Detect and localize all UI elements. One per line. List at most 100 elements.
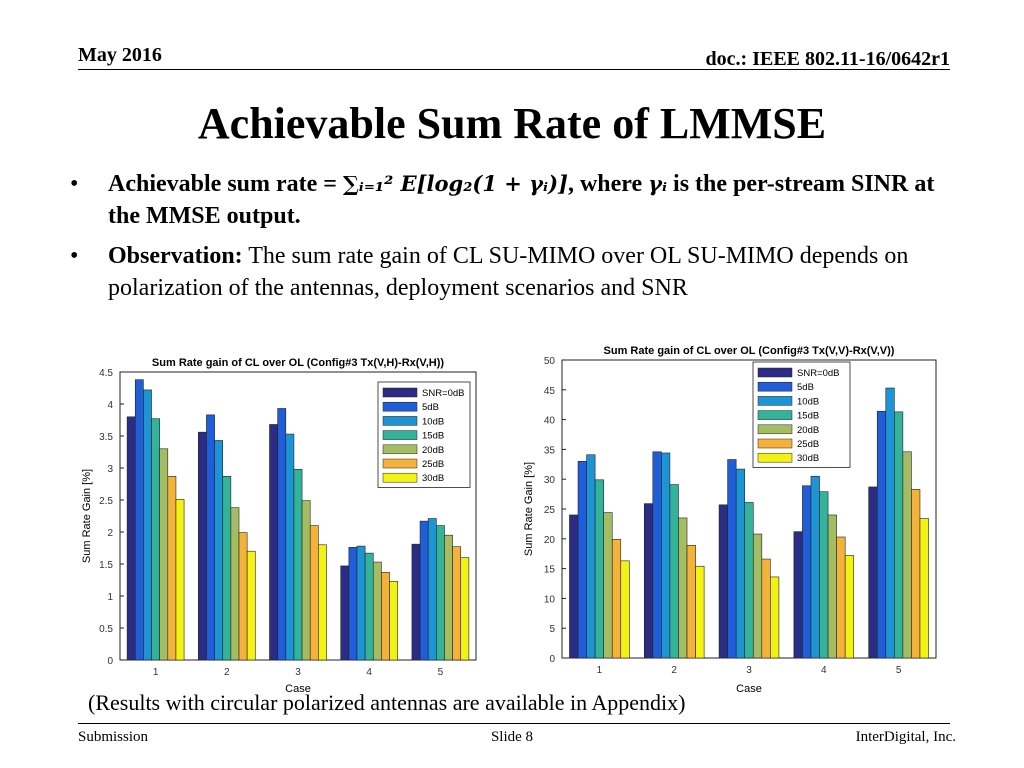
bar — [727, 459, 737, 659]
bar — [669, 484, 679, 659]
bar — [460, 557, 470, 661]
chart-vh: Sum Rate gain of CL over OL (Config#3 Tx… — [76, 352, 482, 696]
footer-company: InterDigital, Inc. — [855, 729, 956, 745]
footer-slide-number: Slide 8 — [490, 729, 534, 745]
x-tick-label: 1 — [597, 665, 603, 676]
bar — [444, 534, 453, 661]
bar — [348, 547, 358, 661]
legend-label: 10dB — [797, 396, 819, 407]
bar — [151, 418, 160, 661]
legend-swatch — [757, 396, 793, 406]
legend-swatch — [757, 452, 793, 463]
bar — [175, 499, 185, 661]
x-tick-label: 4 — [366, 667, 372, 678]
y-tick-label: 35 — [544, 445, 556, 456]
bar — [214, 440, 224, 661]
bar — [381, 572, 390, 661]
y-tick-label: 30 — [544, 475, 556, 486]
y-tick-label: 5 — [549, 624, 555, 635]
bullet-list: • Achievable sum rate = ∑ᵢ₌₁² E[log₂(1 +… — [70, 168, 950, 312]
bar — [134, 379, 144, 661]
bar — [836, 536, 846, 659]
bar — [586, 454, 596, 659]
bar — [752, 533, 763, 659]
legend-swatch — [382, 472, 418, 483]
bar — [695, 565, 705, 659]
legend-swatch — [757, 410, 793, 420]
legend-label: 30dB — [797, 453, 819, 464]
chart-svg: Sum Rate gain of CL over OL (Config#3 Tx… — [523, 345, 937, 695]
y-tick-label: 1.5 — [99, 560, 113, 571]
bar — [819, 491, 829, 659]
bar — [611, 539, 622, 659]
legend-label: 15dB — [797, 411, 819, 422]
x-axis-label: Case — [736, 683, 762, 695]
chart-title: Sum Rate gain of CL over OL (Config#3 Tx… — [604, 345, 895, 357]
bar — [389, 580, 398, 661]
bar — [340, 565, 350, 661]
legend-label: 20dB — [422, 445, 444, 456]
bullet-dot-icon: • — [70, 171, 79, 197]
y-tick-label: 25 — [544, 505, 556, 516]
bar — [318, 544, 327, 661]
bar — [844, 555, 855, 659]
legend-swatch — [382, 401, 418, 412]
header-doc-id: doc.: IEEE 802.11-16/0642r1 — [705, 48, 950, 70]
y-tick-label: 10 — [544, 594, 556, 605]
y-tick-label: 20 — [544, 535, 556, 546]
bar — [198, 431, 207, 661]
y-tick-label: 3 — [107, 464, 113, 475]
y-tick-label: 4.5 — [99, 368, 113, 379]
bar — [802, 485, 812, 659]
x-tick-label: 3 — [746, 665, 752, 676]
bar — [301, 500, 311, 661]
bar — [793, 531, 803, 659]
legend-label: 5dB — [797, 382, 814, 393]
bar — [744, 502, 754, 659]
legend-swatch — [382, 444, 418, 455]
bar — [603, 512, 613, 659]
legend-label: 25dB — [422, 459, 444, 470]
legend-label: 25dB — [797, 439, 819, 450]
legend-label: SNR=0dB — [797, 368, 840, 379]
y-tick-label: 45 — [544, 386, 556, 397]
legend-label: SNR=0dB — [422, 388, 465, 399]
legend-label: 15dB — [422, 431, 444, 442]
x-tick-label: 5 — [896, 665, 902, 676]
y-tick-label: 50 — [544, 356, 556, 367]
bar — [661, 452, 671, 659]
legend-label: 5dB — [422, 402, 439, 413]
y-tick-label: 0 — [107, 656, 113, 667]
observation-label: Observation: — [108, 243, 243, 269]
y-tick-label: 2.5 — [99, 496, 113, 507]
bar — [238, 532, 248, 661]
y-tick-label: 1 — [107, 592, 113, 603]
bar — [594, 479, 604, 659]
bar — [620, 560, 630, 659]
x-tick-label: 1 — [153, 667, 159, 678]
bar — [735, 468, 746, 659]
legend-swatch — [757, 381, 793, 392]
bar — [894, 411, 904, 659]
bar — [678, 517, 688, 659]
bar — [372, 561, 382, 661]
bar — [876, 410, 887, 659]
bar — [269, 424, 278, 661]
legend-swatch — [757, 367, 793, 378]
bar — [902, 451, 912, 659]
bar — [911, 489, 921, 659]
bar — [206, 414, 215, 661]
legend-label: 30dB — [422, 473, 444, 484]
bar — [718, 504, 728, 659]
bar — [309, 525, 319, 661]
legend-swatch — [382, 458, 418, 469]
header-divider — [78, 69, 950, 70]
x-axis-label: Case — [285, 683, 311, 695]
y-tick-label: 40 — [544, 416, 556, 427]
bar — [643, 503, 654, 659]
bar — [419, 520, 429, 661]
y-tick-label: 2 — [107, 528, 113, 539]
x-tick-label: 5 — [438, 667, 444, 678]
bar — [427, 518, 437, 661]
bar — [222, 476, 232, 661]
